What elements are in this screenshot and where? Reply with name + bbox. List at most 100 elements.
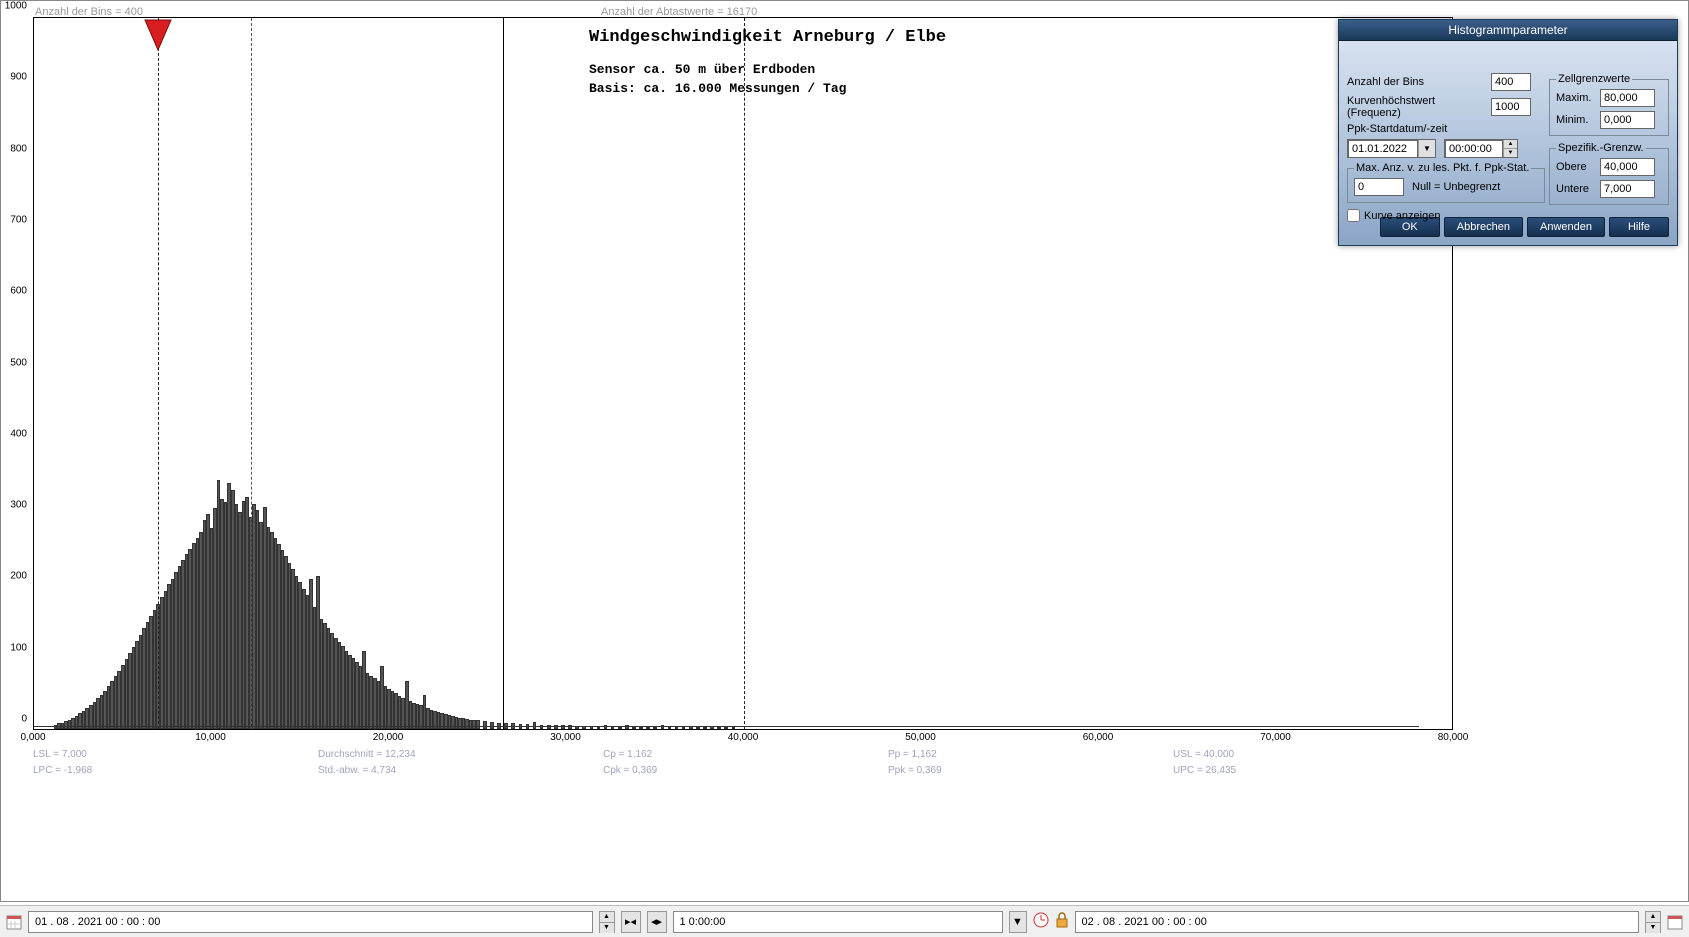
stat-lsl: LSL = 7,000: [33, 749, 87, 760]
x-tick: 10,000: [195, 732, 226, 743]
histogram-bar: [724, 727, 728, 729]
dialog-left-column: Anzahl der Bins Kurvenhöchstwert (Freque…: [1347, 73, 1545, 222]
ppkstart-label: Ppk-Startdatum/-zeit: [1347, 123, 1447, 135]
y-axis: 01002003004005006007008009001000: [1, 17, 31, 730]
date-end-value: 02 . 08 . 2021 00 : 00 : 00: [1082, 916, 1207, 928]
upc-line: [503, 18, 504, 729]
baseline-extension: [34, 726, 1419, 727]
y-tick: 800: [10, 143, 27, 154]
calendar-icon[interactable]: [1667, 914, 1683, 930]
histogram-bar: [618, 727, 622, 729]
x-tick: 20,000: [373, 732, 404, 743]
stat-std: Std.-abw. = 4,734: [318, 765, 396, 776]
dropdown-icon[interactable]: ▼: [1418, 140, 1435, 157]
y-tick: 500: [10, 357, 27, 368]
lsl-line: [158, 18, 159, 729]
spinner-buttons: ▲ ▼: [1503, 140, 1517, 157]
minim-input[interactable]: [1600, 111, 1655, 129]
chart-subtitle-2: Basis: ca. 16.000 Messungen / Tag: [589, 81, 946, 96]
time-input[interactable]: [1445, 140, 1503, 158]
kurve-checkbox[interactable]: [1347, 209, 1360, 222]
histogram-bar: [682, 727, 686, 729]
step-dropdown[interactable]: ▼: [1009, 911, 1027, 933]
spin-up-icon[interactable]: ▲: [1504, 140, 1517, 149]
spin-down-icon[interactable]: ▼: [1646, 923, 1660, 933]
date-input[interactable]: [1348, 140, 1418, 158]
histogram-bar: [646, 727, 650, 729]
x-tick: 30,000: [550, 732, 581, 743]
help-button[interactable]: Hilfe: [1609, 217, 1669, 237]
bars-container: [34, 18, 1452, 729]
y-tick: 0: [21, 714, 27, 725]
spin-up-icon[interactable]: ▲: [1646, 912, 1660, 923]
obere-input[interactable]: [1600, 158, 1655, 176]
stretch-button[interactable]: ◂▸: [647, 911, 667, 933]
lock-icon[interactable]: [1055, 912, 1069, 931]
y-tick: 1000: [5, 1, 27, 12]
spin-up-icon[interactable]: ▲: [600, 912, 614, 923]
x-tick: 50,000: [905, 732, 936, 743]
obere-label: Obere: [1556, 161, 1596, 173]
dialog-body: Anzahl der Bins Kurvenhöchstwert (Freque…: [1339, 41, 1677, 211]
dialog-title: Histogrammparameter: [1339, 20, 1677, 41]
histogram-bar: [717, 727, 721, 729]
spezgrenz-group: Spezifik.-Grenzw. Obere Untere: [1549, 142, 1669, 205]
histogram-bar: [476, 720, 480, 729]
untere-input[interactable]: [1600, 180, 1655, 198]
zellgrenz-group: Zellgrenzwerte Maxim. Minim.: [1549, 73, 1669, 136]
maxim-input[interactable]: [1600, 89, 1655, 107]
maxanz-group: Max. Anz. v. zu les. Pkt. f. Ppk-Stat. N…: [1347, 162, 1545, 203]
bottom-toolbar: 01 . 08 . 2021 00 : 00 : 00 ▲▼ ▸◂ ◂▸ 1 0…: [0, 905, 1689, 937]
date-start-field[interactable]: 01 . 08 . 2021 00 : 00 : 00: [28, 911, 593, 933]
zellgrenz-legend: Zellgrenzwerte: [1556, 73, 1632, 85]
step-value: 1 0:00:00: [680, 916, 726, 928]
y-tick: 200: [10, 571, 27, 582]
main-area: Anzahl der Bins = 400 Anzahl der Abtastw…: [0, 0, 1689, 902]
y-tick: 300: [10, 500, 27, 511]
bins-input[interactable]: [1491, 73, 1531, 91]
calendar-icon[interactable]: [6, 914, 22, 930]
maxanz-hint: Null = Unbegrenzt: [1412, 181, 1500, 193]
histogram-bar: [732, 727, 736, 729]
y-tick: 700: [10, 214, 27, 225]
chart-title: Windgeschwindigkeit Arneburg / Elbe: [589, 28, 946, 47]
marker-icon: [143, 18, 173, 58]
stat-ppk: Ppk = 0,369: [888, 765, 942, 776]
histogram-bar: [696, 727, 700, 729]
chart-frame: Windgeschwindigkeit Arneburg / Elbe Sens…: [33, 17, 1453, 730]
y-tick: 600: [10, 286, 27, 297]
stat-cpk: Cpk = 0,369: [603, 765, 657, 776]
kurvemax-label: Kurvenhöchstwert (Frequenz): [1347, 95, 1487, 119]
chart-subtitle-1: Sensor ca. 50 m über Erdboden: [589, 62, 946, 77]
date-end-field[interactable]: 02 . 08 . 2021 00 : 00 : 00: [1075, 911, 1640, 933]
maxanz-legend: Max. Anz. v. zu les. Pkt. f. Ppk-Stat.: [1354, 162, 1531, 174]
usl-line: [744, 18, 745, 729]
spin-down-icon[interactable]: ▼: [1504, 149, 1517, 157]
date-start-spinner[interactable]: ▲▼: [599, 911, 615, 933]
step-field[interactable]: 1 0:00:00: [673, 911, 1003, 933]
maxanz-input[interactable]: [1354, 178, 1404, 196]
stat-usl: USL = 40,000: [1173, 749, 1234, 760]
spin-down-icon[interactable]: ▼: [600, 923, 614, 933]
chart-title-block: Windgeschwindigkeit Arneburg / Elbe Sens…: [589, 28, 946, 96]
first-button[interactable]: ▸◂: [621, 911, 641, 933]
histogram-params-dialog: Histogrammparameter Anzahl der Bins Kurv…: [1338, 19, 1678, 246]
x-tick: 70,000: [1260, 732, 1291, 743]
histogram-bar: [632, 727, 636, 729]
clock-icon[interactable]: [1033, 912, 1049, 931]
date-combo[interactable]: ▼: [1347, 139, 1436, 158]
y-tick: 900: [10, 72, 27, 83]
stat-cp: Cp = 1,162: [603, 749, 652, 760]
kurve-label: Kurve anzeigen: [1364, 210, 1440, 222]
stat-upc: UPC = 26,435: [1173, 765, 1236, 776]
dialog-right-column: Zellgrenzwerte Maxim. Minim. Spezifik.-G…: [1549, 73, 1669, 205]
minim-label: Minim.: [1556, 114, 1596, 126]
date-end-spinner[interactable]: ▲▼: [1645, 911, 1661, 933]
marker-arrow[interactable]: [143, 18, 173, 61]
kurve-checkbox-row: Kurve anzeigen: [1347, 209, 1545, 222]
kurvemax-input[interactable]: [1491, 98, 1531, 116]
x-tick: 80,000: [1438, 732, 1469, 743]
stat-pp: Pp = 1,162: [888, 749, 937, 760]
histogram-bar: [675, 727, 679, 729]
time-spinner[interactable]: ▲ ▼: [1444, 139, 1518, 158]
